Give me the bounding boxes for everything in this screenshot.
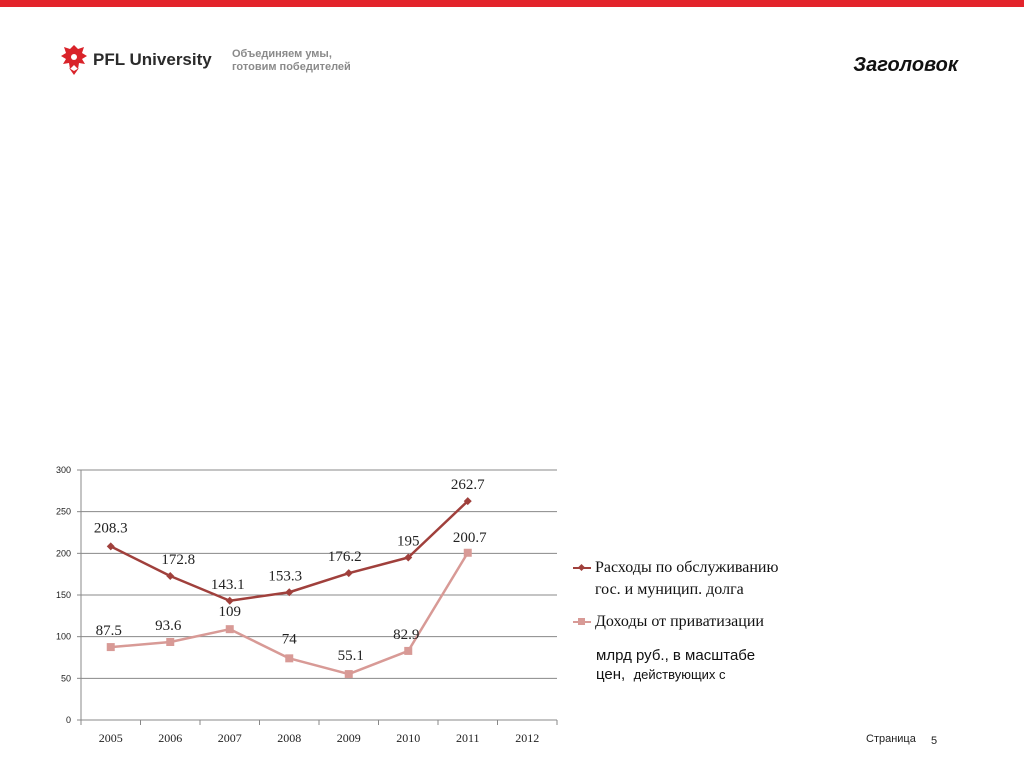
x-tick-label: 2009 <box>337 731 361 745</box>
y-tick-label: 250 <box>56 507 71 517</box>
x-tick-label: 2012 <box>515 731 539 745</box>
data-label: 208.3 <box>94 520 128 536</box>
data-label: 93.6 <box>155 618 182 634</box>
series-line <box>110 500 469 602</box>
x-tick-label: 2011 <box>456 731 480 745</box>
units-line-2: цен, действующих с <box>596 665 755 684</box>
data-label: 176.2 <box>328 549 362 565</box>
data-label: 262.7 <box>451 477 485 493</box>
legend-marker-diamond <box>577 563 586 572</box>
data-point-square <box>166 638 175 646</box>
data-point-square <box>404 646 413 655</box>
data-label: 172.8 <box>161 552 195 568</box>
units-line-1: млрд руб., в масштабе <box>596 647 756 664</box>
top-accent-bar <box>0 0 1024 7</box>
data-point-square <box>344 670 353 679</box>
data-label: 82.9 <box>393 627 419 643</box>
page-number: 5 <box>931 735 938 747</box>
data-point-diamond <box>225 596 234 605</box>
y-tick-label: 200 <box>56 548 71 558</box>
data-point-square <box>106 643 115 652</box>
x-tick-label: 2007 <box>218 731 242 745</box>
data-point-square <box>285 654 294 663</box>
data-label: 200.7 <box>453 530 487 546</box>
page-title: Заголовок <box>853 54 958 76</box>
tagline: Объединяем умы, готовим победителей <box>232 48 351 74</box>
logo-text: PFL University <box>93 50 212 69</box>
y-tick-label: 100 <box>56 632 71 642</box>
x-tick-label: 2010 <box>396 731 420 745</box>
y-tick-label: 50 <box>61 673 71 683</box>
legend-label-privatization: Доходы от приватизации <box>595 613 764 630</box>
data-point-square <box>463 548 472 557</box>
lion-logo-icon <box>61 45 87 75</box>
units-line-2b: действующих с <box>633 667 726 682</box>
tagline-line-1: Объединяем умы, <box>232 48 332 60</box>
y-tick-label: 0 <box>66 715 71 725</box>
data-point-diamond <box>166 572 175 580</box>
data-label: 195 <box>397 534 420 550</box>
data-label: 109 <box>219 604 242 620</box>
data-label: 55.1 <box>338 648 364 664</box>
legend-label-expenses-line1: Расходы по обслуживанию <box>595 559 779 576</box>
x-tick-label: 2008 <box>277 731 301 745</box>
units-line-2a: цен, <box>596 666 626 683</box>
data-point-diamond <box>344 569 353 578</box>
x-tick-label: 2005 <box>99 731 123 745</box>
data-label: 153.3 <box>268 568 302 584</box>
legend-marker-square <box>578 618 585 625</box>
data-label: 87.5 <box>96 623 122 639</box>
legend-item-privatization: Доходы от приватизации <box>573 611 778 633</box>
data-point-diamond <box>463 497 472 506</box>
y-tick-label: 150 <box>56 590 71 600</box>
data-point-diamond <box>404 553 413 562</box>
data-label: 143.1 <box>211 577 245 593</box>
data-point-diamond <box>285 588 294 597</box>
tagline-line-2: готовим победителей <box>232 61 351 73</box>
logo: PFL University <box>60 44 212 78</box>
y-tick-label: 300 <box>56 465 71 475</box>
page-label: Страница <box>866 733 916 745</box>
line-chart: 0 50 100 150 200 250 300 2005 2006 2007 2008 2009 20… <box>56 465 558 745</box>
data-point-diamond <box>106 542 115 551</box>
legend-label-expenses-line2: гос. и муницип. долга <box>595 581 744 598</box>
x-tick-label: 2006 <box>158 731 182 745</box>
legend-item-expenses: Расходы по обслуживанию гос. и муницип. … <box>573 557 778 601</box>
chart-legend: Расходы по обслуживанию гос. и муницип. … <box>573 557 778 633</box>
units-note: млрд руб., в масштабе цен, действующих с <box>596 646 755 684</box>
data-point-square <box>225 625 234 634</box>
data-label: 74 <box>282 631 298 647</box>
